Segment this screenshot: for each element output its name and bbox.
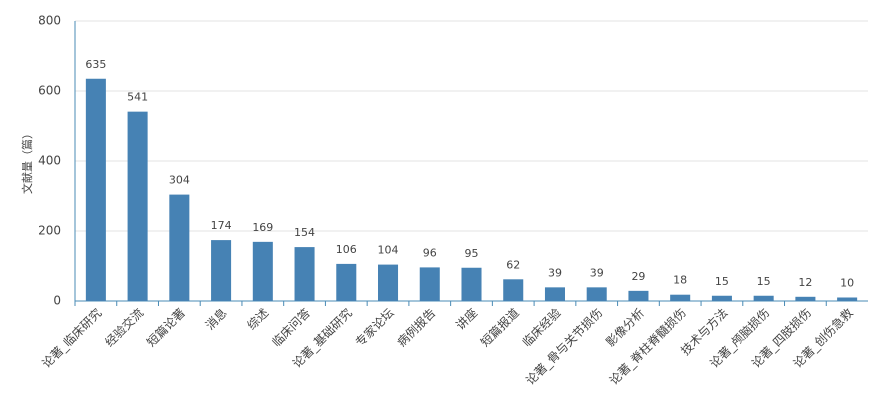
bar bbox=[753, 295, 774, 301]
bar bbox=[711, 295, 732, 301]
bar bbox=[837, 297, 858, 301]
y-tick-label: 0 bbox=[53, 294, 61, 308]
data-label: 635 bbox=[85, 58, 106, 71]
data-label: 95 bbox=[465, 247, 479, 260]
bar bbox=[544, 287, 565, 301]
data-label: 39 bbox=[590, 266, 604, 279]
bar bbox=[795, 296, 816, 301]
x-tick-label: 病例报告 bbox=[394, 305, 439, 350]
x-tick-label: 短篇报道 bbox=[477, 305, 522, 350]
data-label: 541 bbox=[127, 91, 148, 104]
x-tick-label: 讲座 bbox=[453, 305, 481, 333]
y-tick-label: 600 bbox=[38, 84, 61, 98]
data-label: 154 bbox=[294, 226, 315, 239]
x-tick-label: 论著_脊柱脊髓损伤 bbox=[606, 305, 689, 388]
data-label: 12 bbox=[798, 276, 812, 289]
x-tick-label: 专家论坛 bbox=[352, 305, 397, 350]
bar bbox=[85, 78, 106, 301]
data-label: 104 bbox=[378, 244, 399, 257]
x-tick-label: 论著_骨与关节损伤 bbox=[523, 306, 605, 388]
bar bbox=[461, 267, 482, 301]
bar bbox=[252, 241, 273, 301]
x-tick-label: 论著_临床研究 bbox=[39, 305, 105, 371]
bar bbox=[378, 264, 399, 301]
bar bbox=[336, 263, 357, 301]
data-label: 96 bbox=[423, 246, 437, 259]
x-tick-label: 消息 bbox=[202, 305, 230, 333]
y-axis-label: 文献量（篇） bbox=[20, 128, 34, 194]
bar bbox=[628, 290, 649, 301]
data-label: 174 bbox=[211, 219, 232, 232]
data-label: 18 bbox=[673, 274, 687, 287]
bar bbox=[211, 240, 232, 301]
data-label: 106 bbox=[336, 243, 357, 256]
data-label: 169 bbox=[252, 221, 273, 234]
x-tick-label: 经验交流 bbox=[102, 305, 147, 350]
bar bbox=[419, 267, 440, 301]
bar bbox=[586, 287, 607, 301]
y-tick-label: 400 bbox=[38, 154, 61, 168]
bar bbox=[127, 111, 148, 302]
x-tick-label: 短篇论著 bbox=[143, 305, 188, 350]
y-tick-label: 200 bbox=[38, 224, 61, 238]
x-tick-label: 综述 bbox=[245, 306, 272, 333]
bar bbox=[169, 194, 190, 301]
data-label: 304 bbox=[169, 174, 190, 187]
data-label: 29 bbox=[631, 270, 645, 283]
data-label: 62 bbox=[506, 258, 520, 271]
data-label: 15 bbox=[715, 275, 729, 288]
bar bbox=[503, 279, 524, 301]
data-label: 39 bbox=[548, 266, 562, 279]
data-label: 10 bbox=[840, 277, 854, 290]
bar bbox=[670, 294, 691, 301]
data-label: 15 bbox=[757, 275, 771, 288]
y-tick-label: 800 bbox=[38, 14, 61, 28]
bar bbox=[294, 247, 315, 301]
